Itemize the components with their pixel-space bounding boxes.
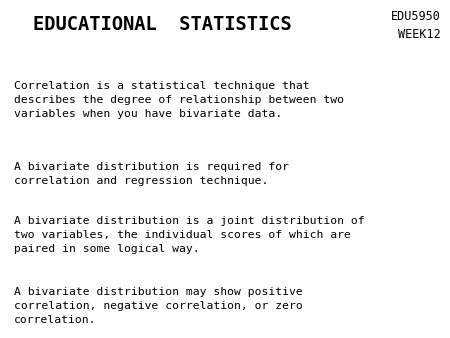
Text: EDU5950
WEEK12: EDU5950 WEEK12 — [391, 10, 441, 41]
Text: EDUCATIONAL  STATISTICS: EDUCATIONAL STATISTICS — [32, 15, 292, 34]
Text: A bivariate distribution may show positive
correlation, negative correlation, or: A bivariate distribution may show positi… — [14, 287, 302, 325]
Text: A bivariate distribution is a joint distribution of
two variables, the individua: A bivariate distribution is a joint dist… — [14, 216, 364, 254]
Text: A bivariate distribution is required for
correlation and regression technique.: A bivariate distribution is required for… — [14, 162, 288, 186]
Text: Correlation is a statistical technique that
describes the degree of relationship: Correlation is a statistical technique t… — [14, 81, 343, 119]
